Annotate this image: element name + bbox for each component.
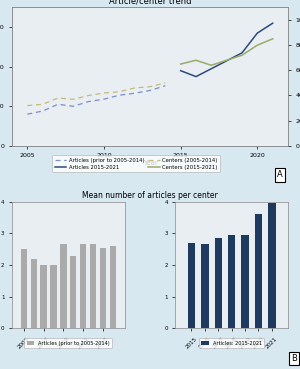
Bar: [100, 248, 106, 328]
Bar: [255, 214, 262, 328]
Bar: [50, 265, 57, 328]
Bar: [188, 243, 195, 328]
Bar: [31, 259, 37, 328]
Bar: [60, 244, 67, 328]
Bar: [70, 256, 76, 328]
Bar: [80, 244, 86, 328]
Title: Article/center trend: Article/center trend: [109, 0, 191, 5]
Text: A: A: [277, 170, 283, 179]
Bar: [110, 246, 116, 328]
Bar: [201, 244, 208, 328]
Text: Mean number of articles per center: Mean number of articles per center: [82, 191, 218, 200]
Bar: [21, 249, 27, 328]
Bar: [242, 235, 249, 328]
X-axis label: Year: Year: [142, 160, 158, 166]
Bar: [90, 244, 96, 328]
Bar: [40, 265, 47, 328]
Bar: [228, 235, 236, 328]
Text: B: B: [291, 354, 297, 363]
Legend: Articles (prior to 2005-2014), Articles 2015-2021, Centers (2005-2014), Centers : Articles (prior to 2005-2014), Articles …: [52, 155, 220, 172]
Bar: [214, 238, 222, 328]
Bar: [268, 203, 276, 328]
Legend: Articles (prior to 2005-2014): Articles (prior to 2005-2014): [24, 338, 112, 348]
Legend: Articles: 2015-2021: Articles: 2015-2021: [199, 338, 265, 348]
